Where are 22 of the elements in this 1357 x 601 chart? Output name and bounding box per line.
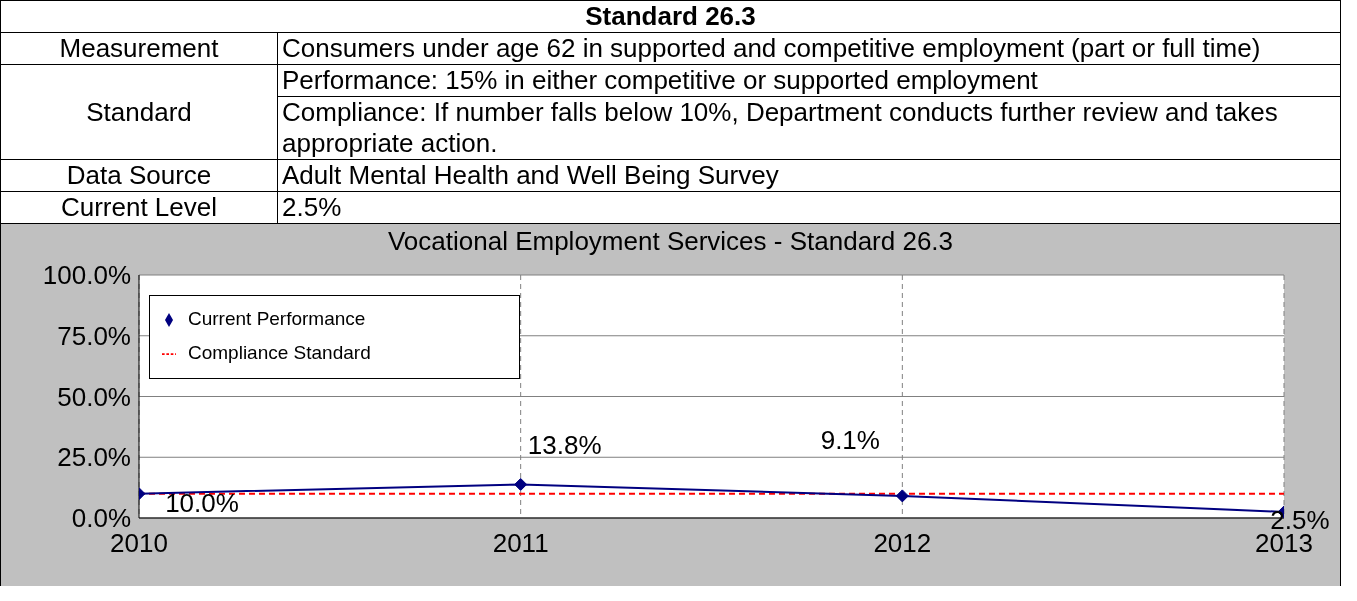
- chart-title: Vocational Employment Services - Standard 26.3: [386, 226, 955, 257]
- text: Adult Mental Health and Well Being Survey: [277, 159, 1341, 192]
- x-tick-label: 2011: [492, 528, 549, 559]
- text: Consumers under age 62 in supported and competitive employment (part or full time): [277, 32, 1341, 65]
- text: Current Level: [0, 191, 278, 224]
- data-label: 9.1%: [820, 424, 880, 455]
- data-label: 10.0%: [165, 487, 239, 518]
- y-tick-label: 25.0%: [57, 442, 131, 473]
- x-tick-label: 2012: [873, 528, 932, 559]
- data-label: 13.8%: [527, 430, 602, 461]
- text: Standard: [0, 64, 278, 160]
- y-tick-label: 50.0%: [57, 381, 131, 412]
- text: Standard 26.3: [0, 0, 1341, 33]
- text: Performance: 15% in either competitive or supported employment: [277, 64, 1341, 97]
- legend-label: Compliance Standard: [188, 342, 371, 363]
- text: Data Source: [0, 159, 278, 192]
- y-tick-label: 75.0%: [57, 320, 131, 351]
- legend-label: Current Performance: [188, 308, 366, 329]
- text: 2.5%: [277, 191, 1341, 224]
- text: Compliance: If number falls below 10%, Department conducts further review and takes appropriate action.: [277, 96, 1341, 160]
- y-tick-label: 100.0%: [42, 260, 131, 291]
- text: Measurement: [0, 32, 278, 65]
